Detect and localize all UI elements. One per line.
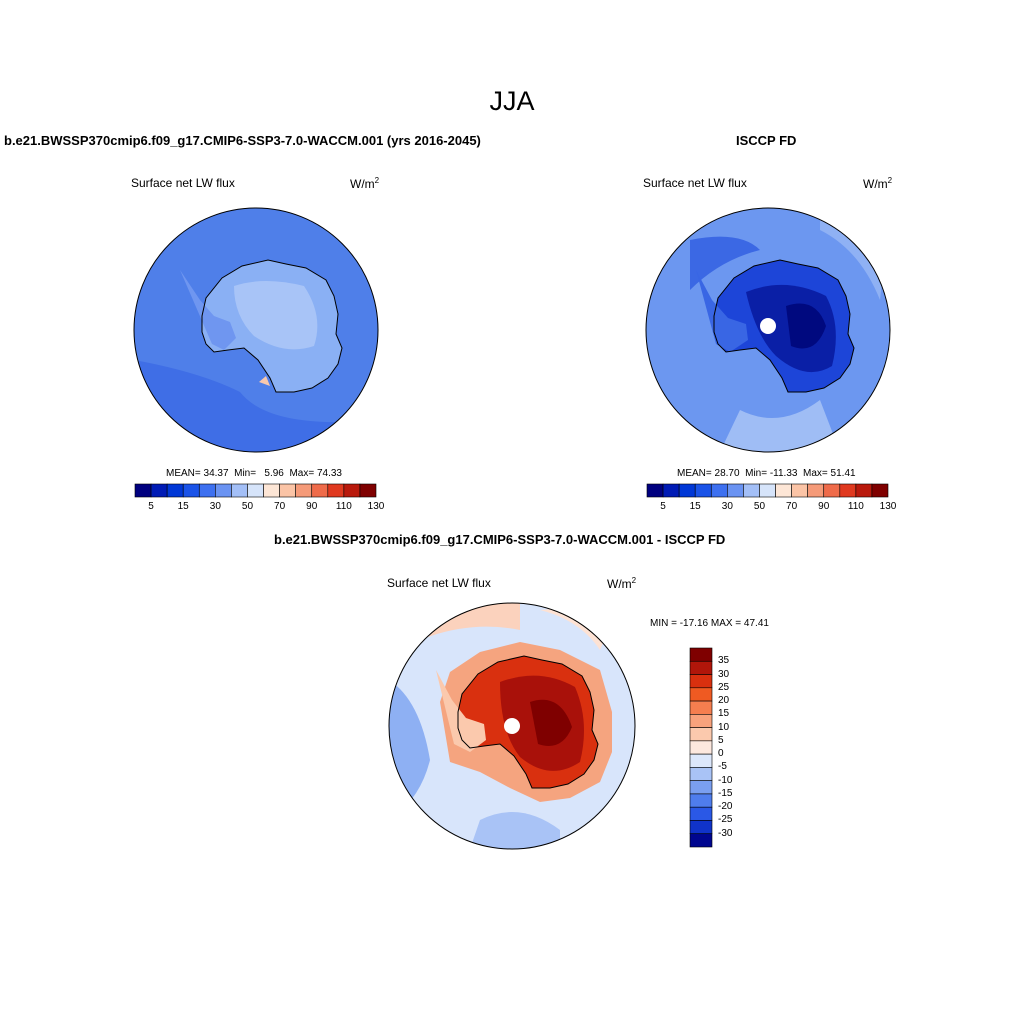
colorbar-cell <box>231 483 248 498</box>
panel2-title: ISCCP FD <box>736 133 797 148</box>
colorbar-cell <box>759 483 776 498</box>
colorbar-tick-label: 90 <box>306 501 318 512</box>
colorbar-tick-label: -20 <box>718 801 733 813</box>
colorbar-cell <box>871 483 889 498</box>
panel1-map <box>133 207 379 453</box>
colorbar-tick-label: 15 <box>689 501 701 512</box>
colorbar-cell <box>791 483 808 498</box>
colorbar-cell <box>689 753 713 768</box>
panel1-title: b.e21.BWSSP370cmip6.f09_g17.CMIP6-SSP3-7… <box>4 133 481 148</box>
colorbar-cell <box>295 483 313 498</box>
colorbar-tick-label: 15 <box>718 708 730 720</box>
colorbar-cell <box>689 647 713 662</box>
panel2-units: W/m2 <box>863 176 893 191</box>
colorbar-cell <box>689 740 713 755</box>
colorbar-cell <box>855 483 873 498</box>
panel3-title: b.e21.BWSSP370cmip6.f09_g17.CMIP6-SSP3-7… <box>274 532 726 547</box>
colorbar-cell <box>646 483 664 498</box>
colorbar-tick-label: 0 <box>718 748 724 760</box>
colorbar-tick-label: 5 <box>148 501 154 512</box>
panel1-colorbar <box>134 483 377 498</box>
colorbar-cell <box>689 687 713 702</box>
panel1-units: W/m2 <box>350 176 380 191</box>
colorbar-cell <box>839 483 857 498</box>
colorbar-tick-label: -25 <box>718 814 733 826</box>
colorbar-tick-label: 10 <box>718 721 730 733</box>
colorbar-cell <box>662 483 680 498</box>
colorbar-tick-label: 110 <box>335 501 352 512</box>
colorbar-cell <box>359 483 377 498</box>
colorbar-cell <box>689 793 713 808</box>
colorbar-cell <box>689 674 713 689</box>
colorbar-tick-label: 130 <box>367 501 385 512</box>
colorbar-cell <box>182 483 200 498</box>
colorbar-tick-label: -30 <box>718 827 733 839</box>
colorbar-cell <box>279 483 296 498</box>
colorbar-tick-label: 20 <box>718 695 730 707</box>
colorbar-cell <box>247 483 264 498</box>
colorbar-cell <box>689 714 713 728</box>
panel3-colorbar <box>689 647 713 848</box>
colorbar-cell <box>727 483 744 498</box>
colorbar-cell <box>689 780 713 795</box>
panel3-subtitle: Surface net LW flux <box>387 576 491 590</box>
colorbar-cell <box>689 820 713 835</box>
panel1-stats: MEAN= 34.37 Min= 5.96 Max= 74.33 <box>166 468 342 479</box>
colorbar-cell <box>743 483 760 498</box>
colorbar-cell <box>198 483 216 498</box>
colorbar-tick-label: -10 <box>718 774 733 786</box>
colorbar-tick-label: 70 <box>786 501 798 512</box>
colorbar-tick-label: 30 <box>718 668 730 680</box>
panel2-stats: MEAN= 28.70 Min= -11.33 Max= 51.41 <box>677 468 856 479</box>
colorbar-tick-label: 130 <box>879 501 897 512</box>
colorbar-cell <box>689 700 713 715</box>
colorbar-tick-label: 50 <box>241 501 254 512</box>
colorbar-cell <box>823 483 841 498</box>
colorbar-cell <box>343 483 361 498</box>
colorbar-cell <box>689 660 713 675</box>
colorbar-cell <box>263 483 280 498</box>
colorbar-tick-label: 5 <box>660 501 666 512</box>
colorbar-cell <box>689 833 713 848</box>
colorbar-cell <box>327 483 345 498</box>
colorbar-tick-label: 25 <box>718 681 730 693</box>
colorbar-tick-label: 90 <box>818 501 830 512</box>
main-title: JJA <box>489 86 535 116</box>
colorbar-cell <box>166 483 184 498</box>
colorbar-tick-label: 30 <box>721 501 733 512</box>
colorbar-cell <box>807 483 825 498</box>
colorbar-cell <box>134 483 152 498</box>
colorbar-cell <box>678 483 696 498</box>
colorbar-tick-label: 110 <box>847 501 864 512</box>
colorbar-cell <box>775 483 792 498</box>
colorbar-tick-label: 70 <box>274 501 286 512</box>
panel3-units: W/m2 <box>607 576 637 591</box>
colorbar-tick-label: 50 <box>753 501 766 512</box>
colorbar-cell <box>689 727 713 742</box>
panel3-stats: MIN = -17.16 MAX = 47.41 <box>650 618 769 629</box>
panel1-subtitle: Surface net LW flux <box>131 176 235 190</box>
colorbar-cell <box>689 767 713 781</box>
colorbar-tick-label: 15 <box>177 501 189 512</box>
colorbar-tick-label: -15 <box>718 787 733 799</box>
colorbar-cell <box>311 483 329 498</box>
colorbar-tick-label: 35 <box>718 655 730 667</box>
colorbar-cell <box>710 483 728 498</box>
panel2-map <box>645 207 891 453</box>
panel2-subtitle: Surface net LW flux <box>643 176 747 190</box>
colorbar-tick-label: 30 <box>209 501 221 512</box>
colorbar-cell <box>215 483 232 498</box>
colorbar-cell <box>150 483 168 498</box>
colorbar-tick-label: -5 <box>718 761 727 773</box>
colorbar-cell <box>694 483 712 498</box>
colorbar-cell <box>689 806 713 821</box>
colorbar-tick-label: 5 <box>718 734 724 746</box>
panel2-colorbar <box>646 483 889 498</box>
panel3-map <box>388 602 636 850</box>
